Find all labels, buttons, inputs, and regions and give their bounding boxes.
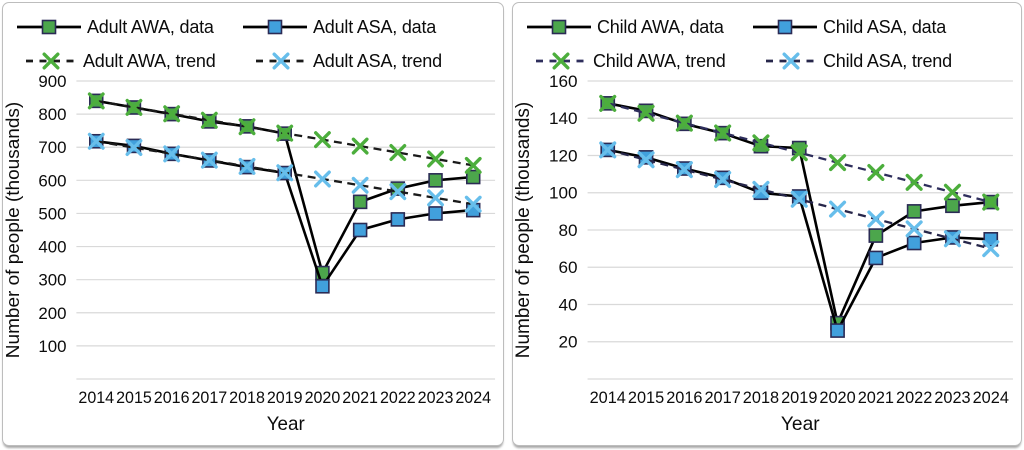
svg-text:120: 120 bbox=[549, 147, 578, 166]
svg-text:100: 100 bbox=[549, 184, 578, 203]
legend-label: Child ASA, data bbox=[823, 16, 947, 37]
asa-data-legend-marker bbox=[753, 19, 817, 35]
svg-text:60: 60 bbox=[558, 258, 577, 277]
awa-trend-legend-marker bbox=[26, 52, 76, 70]
svg-text:2022: 2022 bbox=[896, 389, 932, 407]
svg-text:2024: 2024 bbox=[455, 389, 491, 407]
awa-trend-legend-marker bbox=[536, 52, 586, 70]
svg-text:2015: 2015 bbox=[116, 389, 152, 407]
legend-label: Adult AWA, data bbox=[87, 16, 214, 37]
child-chart-panel: Child AWA, data Child ASA, data Child AW… bbox=[512, 2, 1022, 446]
svg-text:160: 160 bbox=[549, 72, 578, 91]
legend-label: Adult AWA, trend bbox=[83, 50, 216, 71]
svg-text:700: 700 bbox=[38, 138, 66, 157]
svg-text:20: 20 bbox=[558, 333, 577, 352]
svg-text:2017: 2017 bbox=[705, 389, 741, 407]
svg-text:900: 900 bbox=[38, 72, 66, 91]
svg-text:600: 600 bbox=[38, 171, 66, 190]
svg-text:400: 400 bbox=[38, 237, 66, 256]
svg-text:2014: 2014 bbox=[78, 389, 114, 407]
legend-entry-child-awa-data: Child AWA, data bbox=[527, 16, 724, 38]
svg-text:Number of people (thousands): Number of people (thousands) bbox=[3, 102, 24, 358]
legend-label: Adult ASA, trend bbox=[313, 50, 442, 71]
svg-text:2023: 2023 bbox=[934, 389, 970, 407]
svg-text:2020: 2020 bbox=[819, 389, 855, 407]
legend-entry-adult-awa-data: Adult AWA, data bbox=[17, 16, 214, 38]
legend-entry-child-asa-trend: Child ASA, trend bbox=[765, 50, 952, 72]
svg-text:2020: 2020 bbox=[305, 389, 341, 407]
asa-data-legend-marker bbox=[243, 19, 307, 35]
svg-text:140: 140 bbox=[549, 109, 578, 128]
svg-text:2021: 2021 bbox=[342, 389, 378, 407]
asa-trend-legend-marker bbox=[256, 52, 306, 70]
svg-text:2022: 2022 bbox=[380, 389, 416, 407]
awa-data-legend-marker bbox=[527, 19, 591, 35]
svg-text:2019: 2019 bbox=[267, 389, 303, 407]
legend-entry-child-asa-data: Child ASA, data bbox=[753, 16, 946, 38]
svg-text:100: 100 bbox=[38, 337, 66, 356]
legend-label: Child AWA, data bbox=[597, 16, 724, 37]
svg-text:200: 200 bbox=[38, 304, 66, 323]
svg-text:2023: 2023 bbox=[418, 389, 454, 407]
awa-data-legend-marker bbox=[17, 19, 81, 35]
svg-text:2017: 2017 bbox=[191, 389, 227, 407]
svg-text:2016: 2016 bbox=[154, 389, 190, 407]
svg-text:2016: 2016 bbox=[666, 389, 702, 407]
svg-text:2019: 2019 bbox=[781, 389, 817, 407]
svg-text:2018: 2018 bbox=[743, 389, 779, 407]
svg-text:Year: Year bbox=[267, 414, 305, 435]
legend-label: Child ASA, trend bbox=[823, 50, 952, 71]
svg-text:800: 800 bbox=[38, 105, 66, 124]
svg-text:2024: 2024 bbox=[973, 389, 1009, 407]
svg-text:2015: 2015 bbox=[628, 389, 664, 407]
svg-text:500: 500 bbox=[38, 204, 66, 223]
legend-entry-adult-awa-trend: Adult AWA, trend bbox=[25, 50, 216, 72]
svg-text:300: 300 bbox=[38, 271, 66, 290]
legend-entry-child-awa-trend: Child AWA, trend bbox=[535, 50, 726, 72]
svg-text:Number of people (thousands): Number of people (thousands) bbox=[513, 102, 534, 358]
legend-entry-adult-asa-data: Adult ASA, data bbox=[243, 16, 436, 38]
legend-label: Adult ASA, data bbox=[313, 16, 437, 37]
asa-trend-legend-marker bbox=[766, 52, 816, 70]
adult-chart-panel: Adult AWA, data Adult ASA, data Adult AW… bbox=[2, 2, 504, 446]
svg-text:80: 80 bbox=[558, 221, 577, 240]
svg-text:40: 40 bbox=[558, 296, 577, 315]
child-line-chart: 20 40 60 80 100 120 140 160 2014 2015 2016 2017 2018… bbox=[513, 72, 1013, 435]
svg-text:Year: Year bbox=[781, 414, 820, 435]
svg-text:2018: 2018 bbox=[229, 389, 265, 407]
svg-text:2014: 2014 bbox=[590, 389, 626, 407]
legend-label: Child AWA, trend bbox=[593, 50, 726, 71]
legend-entry-adult-asa-trend: Adult ASA, trend bbox=[255, 50, 442, 72]
svg-text:2021: 2021 bbox=[858, 389, 894, 407]
